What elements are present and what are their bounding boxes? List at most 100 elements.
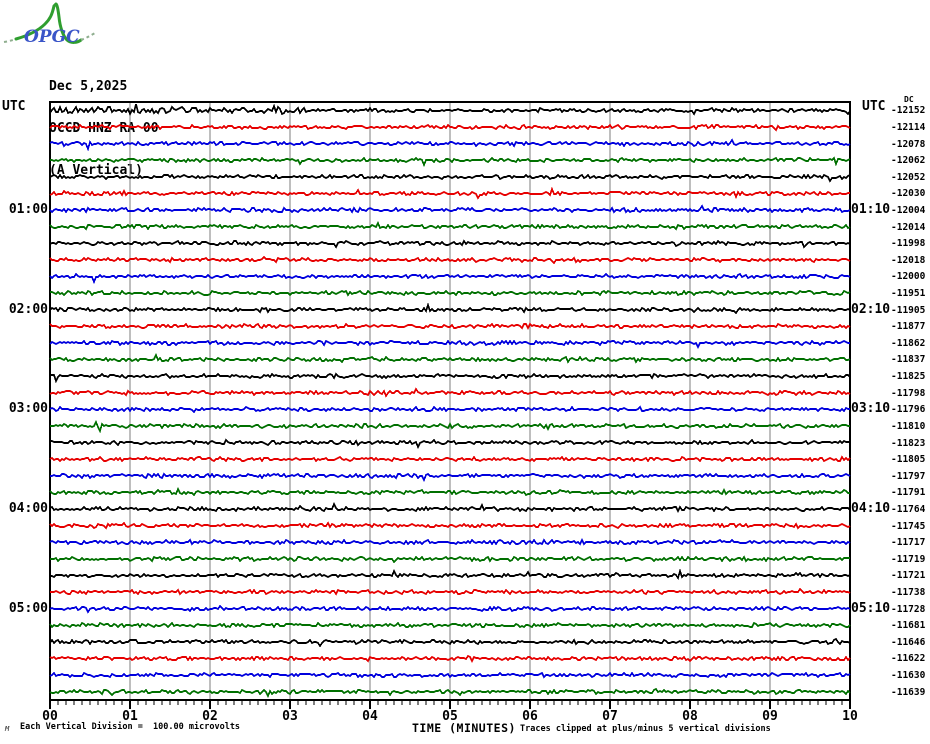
dc-value-0140: -12000 — [891, 271, 926, 282]
dc-value-0050: -12030 — [891, 188, 926, 199]
hour-label-left-0400: 04:00 — [8, 501, 48, 516]
dc-value-0450: -11738 — [891, 587, 926, 598]
trace-row-0110 — [49, 220, 851, 231]
dc-value-0350: -11791 — [891, 487, 926, 498]
observatory-logo: OPGC — [2, 2, 102, 50]
trace-row-0120 — [49, 239, 851, 249]
dc-value-0310: -11810 — [891, 421, 926, 432]
dc-value-0420: -11717 — [891, 537, 926, 548]
dc-value-0120: -11998 — [891, 238, 926, 249]
trace-row-0550 — [49, 687, 851, 699]
trace-row-0410 — [49, 521, 851, 530]
minute-gridlines — [129, 102, 771, 700]
dc-value-0040: -12052 — [891, 172, 926, 183]
dc-value-0100: -12004 — [891, 205, 926, 216]
dc-value-0030: -12062 — [891, 155, 926, 166]
x-tick-00: 00 — [42, 709, 58, 724]
x-tick-07: 07 — [602, 709, 618, 724]
trace-row-0320 — [50, 438, 850, 450]
trace-row-0350 — [49, 486, 850, 497]
hour-label-left-0500: 05:00 — [8, 601, 48, 616]
trace-row-0450 — [50, 587, 851, 596]
utc-header-left: UTC — [2, 99, 26, 114]
trace-row-0010 — [49, 123, 851, 132]
dc-value-0500: -11728 — [891, 604, 926, 615]
trace-row-0030 — [50, 156, 851, 168]
dc-value-0530: -11622 — [891, 653, 926, 664]
dc-column-header: DC — [904, 95, 914, 104]
x-tick-08: 08 — [682, 709, 698, 724]
trace-row-0330 — [49, 455, 851, 463]
x-tick-05: 05 — [442, 709, 458, 724]
trace-row-0230 — [49, 352, 851, 364]
trace-row-0430 — [50, 555, 850, 564]
division-note: Each Vertical Division = 100.00 microvol… — [20, 722, 241, 732]
hour-label-left-0100: 01:00 — [8, 202, 48, 217]
x-tick-06: 06 — [522, 709, 538, 724]
dc-value-0250: -11798 — [891, 388, 926, 399]
dc-value-0130: -12018 — [891, 255, 926, 266]
dc-value-0550: -11639 — [891, 687, 926, 698]
trace-row-0040 — [49, 173, 851, 183]
hour-label-right-0210: 02:10 — [851, 302, 891, 317]
corner-mark: M — [5, 725, 10, 733]
trace-row-0100 — [49, 204, 851, 214]
trace-row-0140 — [49, 272, 851, 285]
dc-value-0340: -11797 — [891, 471, 926, 482]
trace-row-0420 — [49, 538, 851, 546]
dc-value-0020: -12078 — [891, 139, 926, 150]
dc-value-0520: -11646 — [891, 637, 926, 648]
trace-row-0530 — [49, 654, 851, 663]
trace-row-0340 — [50, 472, 851, 483]
dc-value-0150: -11951 — [891, 288, 926, 299]
logo-dash-right — [80, 32, 96, 41]
clip-note: Traces clipped at plus/minus 5 vertical … — [520, 724, 771, 734]
trace-row-0240 — [50, 372, 851, 384]
trace-row-0520 — [49, 637, 851, 648]
trace-row-0540 — [49, 671, 851, 679]
hour-label-right-0510: 05:10 — [851, 601, 891, 616]
dc-value-0240: -11825 — [891, 371, 926, 382]
trace-row-0000 — [49, 103, 851, 117]
dc-value-0410: -11745 — [891, 521, 926, 532]
header-date: Dec 5,2025 — [49, 79, 128, 94]
logo-text: OPGC — [24, 27, 80, 47]
dc-value-0230: -11837 — [891, 354, 926, 365]
dc-value-0400: -11764 — [891, 504, 926, 515]
trace-row-0220 — [49, 339, 850, 349]
trace-row-0130 — [49, 255, 851, 265]
dc-value-0540: -11630 — [891, 670, 926, 681]
dc-value-0000: -12152 — [891, 105, 926, 116]
logo-curve — [14, 2, 83, 44]
utc-header-right: UTC — [862, 99, 886, 114]
dc-value-0510: -11681 — [891, 620, 926, 631]
trace-row-0510 — [49, 621, 851, 629]
dc-value-0430: -11719 — [891, 554, 926, 565]
title-block: Dec 5,2025 OCCD HNZ RA 00 (A Vertical) — [49, 52, 159, 206]
hour-label-right-0310: 03:10 — [851, 401, 891, 416]
x-tick-04: 04 — [362, 709, 378, 724]
x-tick-10: 10 — [842, 709, 858, 724]
dc-value-0320: -11823 — [891, 438, 926, 449]
x-tick-09: 09 — [762, 709, 778, 724]
header-component: (A Vertical) — [49, 163, 143, 178]
dc-value-0110: -12014 — [891, 222, 926, 233]
trace-row-0050 — [49, 186, 850, 200]
hour-label-right-0410: 04:10 — [851, 501, 891, 516]
trace-row-0200 — [49, 302, 851, 315]
trace-row-0500 — [49, 604, 851, 614]
trace-row-0440 — [50, 568, 851, 581]
trace-row-0210 — [49, 322, 851, 330]
dc-value-0300: -11796 — [891, 404, 926, 415]
trace-row-0150 — [50, 289, 851, 297]
x-axis-ticks — [49, 700, 851, 709]
x-tick-02: 02 — [202, 709, 218, 724]
dc-value-0210: -11877 — [891, 321, 926, 332]
hour-label-right-0110: 01:10 — [851, 202, 891, 217]
x-tick-01: 01 — [122, 709, 138, 724]
hour-label-left-0300: 03:00 — [8, 401, 48, 416]
trace-row-0300 — [49, 405, 850, 414]
dc-value-0440: -11721 — [891, 570, 926, 581]
